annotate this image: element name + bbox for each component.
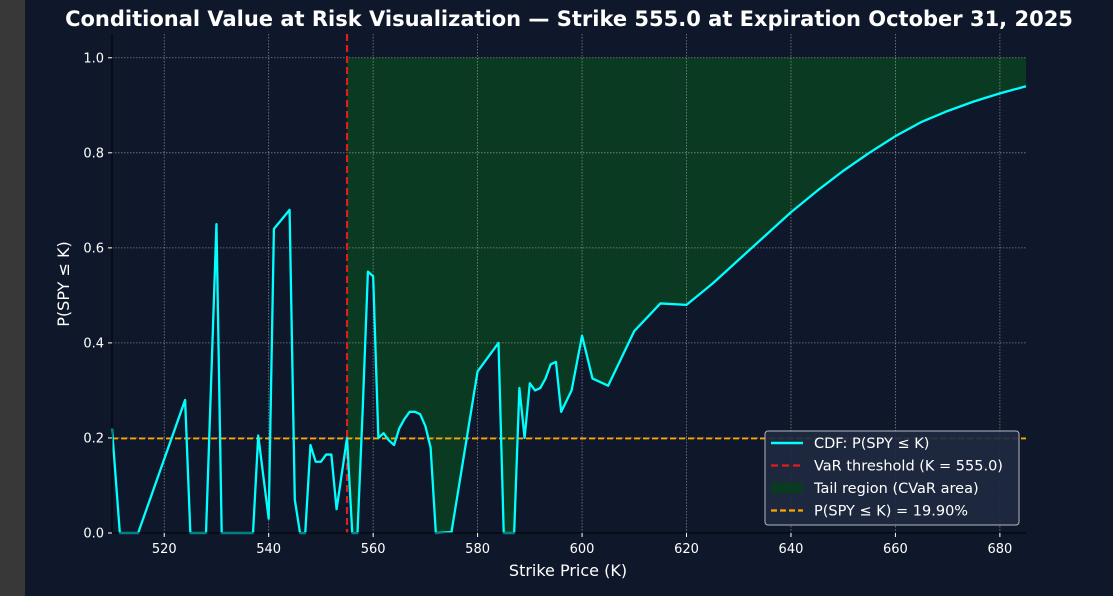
y-tick-label: 0.6 xyxy=(83,241,104,256)
x-tick-label: 560 xyxy=(361,542,386,557)
tail-region-fill xyxy=(347,57,1026,534)
legend-label: Tail region (CVaR area) xyxy=(813,481,979,497)
x-tick-label: 680 xyxy=(987,542,1012,557)
x-tick-label: 640 xyxy=(779,542,804,557)
legend-label: P(SPY ≤ K) = 19.90% xyxy=(814,504,968,520)
y-axis-ticks: 0.0 0.2 0.4 0.6 0.8 1.0 xyxy=(83,51,112,542)
legend: CDF: P(SPY ≤ K) VaR threshold (K = 555.0)… xyxy=(764,430,1020,526)
x-tick-label: 620 xyxy=(674,542,699,557)
legend-label: CDF: P(SPY ≤ K) xyxy=(814,436,929,452)
y-tick-label: 0.0 xyxy=(83,527,104,542)
left-edge-strip xyxy=(0,0,25,596)
y-tick-label: 1.0 xyxy=(83,51,104,66)
x-tick-label: 580 xyxy=(465,542,490,557)
x-tick-label: 520 xyxy=(152,542,177,557)
x-axis-ticks: 520 540 560 580 600 620 640 660 680 xyxy=(152,533,1012,557)
cdf-line xyxy=(110,85,1027,535)
legend-swatch xyxy=(771,482,803,494)
y-axis-label: P(SPY ≤ K) xyxy=(54,241,73,326)
legend-label: VaR threshold (K = 555.0) xyxy=(814,459,1003,475)
x-tick-label: 540 xyxy=(256,542,281,557)
y-tick-label: 0.2 xyxy=(83,431,104,446)
y-tick-label: 0.4 xyxy=(83,336,104,351)
tail-fill-layer xyxy=(347,57,1026,534)
plot-area xyxy=(110,34,1027,535)
axes xyxy=(111,34,1026,534)
grid-layer xyxy=(112,34,1026,534)
x-tick-label: 600 xyxy=(570,542,595,557)
x-tick-label: 660 xyxy=(883,542,908,557)
cdf-layer xyxy=(110,85,1027,535)
x-axis-label: Strike Price (K) xyxy=(509,561,627,580)
legend-frame xyxy=(764,430,1020,526)
chart-title: Conditional Value at Risk Visualization … xyxy=(65,7,1073,31)
legend-items: CDF: P(SPY ≤ K) VaR threshold (K = 555.0)… xyxy=(771,436,1003,520)
y-tick-label: 0.8 xyxy=(83,146,104,161)
